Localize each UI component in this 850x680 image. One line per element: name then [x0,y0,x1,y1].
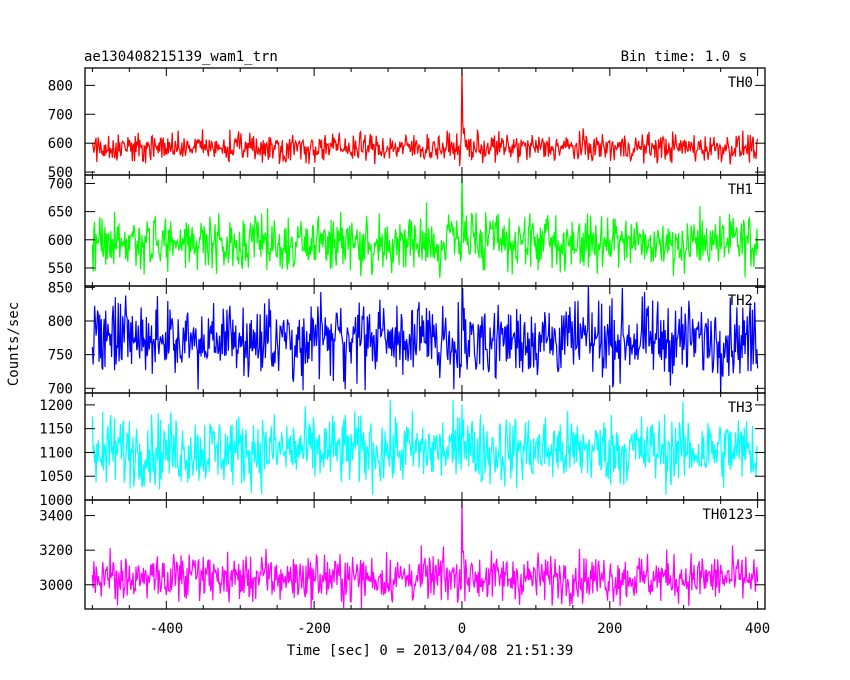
y-tick-label: 800 [48,78,73,94]
y-tick-label: 1100 [39,445,73,461]
x-tick-label: -200 [297,621,331,637]
x-tick-label: 0 [458,621,466,637]
y-tick-label: 1150 [39,422,73,438]
x-tick-label: -400 [149,621,183,637]
y-tick-label: 800 [48,314,73,330]
x-tick-label: 200 [597,621,622,637]
panel-th1: 550 600 650 700 TH1 [48,174,766,287]
y-tick-label: 850 [48,280,73,296]
y-tick-label: 700 [48,176,73,192]
y-tick-label: 600 [48,233,73,249]
chart-title: ae130408215139_wam1_trn [84,49,278,65]
panel-th0: 500 600 700 800 TH0 [48,67,766,181]
series-line-th2 [91,286,759,393]
y-tick-label: 3200 [39,543,73,559]
y-tick-label: 750 [48,348,73,364]
panel-label-th2: TH2 [728,293,753,309]
y-axis-label: Counts/sec [6,302,22,386]
y-tick-label: 700 [48,107,73,123]
y-tick-label: 1050 [39,469,73,485]
x-tick-label: 400 [745,621,770,637]
y-tick-label: 3400 [39,509,73,525]
y-tick-label: 650 [48,205,73,221]
panels-group: 500 600 700 800 TH0 550 600 650 700 TH1 700 750 800 8… [39,67,770,637]
y-tick-label: 550 [48,261,73,277]
panel-label-th0123: TH0123 [702,507,753,523]
y-tick-label: 600 [48,136,73,152]
series-line-th0123 [91,500,759,609]
bin-time-label: Bin time: 1.0 s [621,49,747,65]
panel-frame [84,67,766,176]
y-tick-label: 1000 [39,493,73,509]
series-line-th3 [91,399,759,495]
panel-label-th1: TH1 [728,182,753,198]
panel-label-th3: TH3 [728,400,753,416]
panel-th3: 1000 1050 1100 1150 1200 TH3 [39,392,766,509]
y-tick-label: 700 [48,381,73,397]
panel-th2: 700 750 800 850 TH2 [48,280,766,397]
x-axis-label: Time [sec] 0 = 2013/04/08 21:51:39 [287,643,574,659]
series-line-th0 [91,68,759,167]
series-line-th1 [91,175,759,278]
y-tick-label: 3000 [39,578,73,594]
panel-th0123: 3000 3200 3400 TH0123 [39,499,766,610]
y-tick-label: 500 [48,165,73,181]
panel-label-th0: TH0 [728,75,753,91]
y-tick-label: 1200 [39,398,73,414]
